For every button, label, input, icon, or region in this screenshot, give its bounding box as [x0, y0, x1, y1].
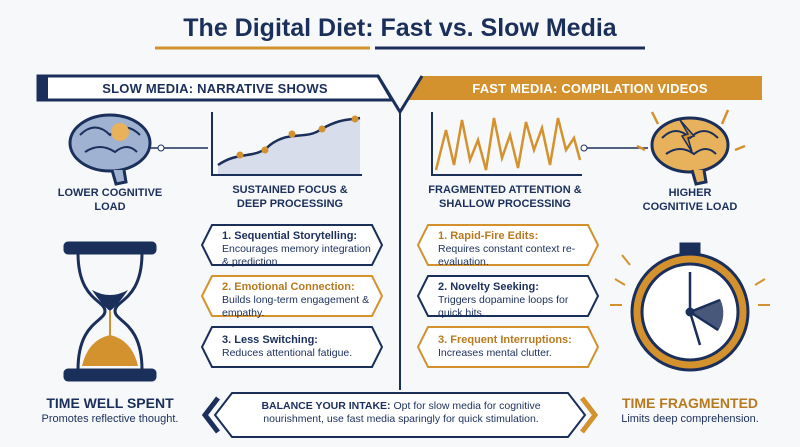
- item-title: 1. Rapid-Fire Edits:: [438, 230, 539, 242]
- brain-label: HIGHER COGNITIVE LOAD: [642, 187, 738, 213]
- time-title: TIME WELL SPENT: [46, 395, 174, 411]
- list-item: 3. Frequent Interruptions: Increases ment…: [438, 334, 588, 360]
- chart-label: FRAGMENTED ATTENTION & SHALLOW PROCESSIN…: [428, 184, 582, 210]
- item-title: 3. Less Switching:: [222, 334, 318, 346]
- item-boxes: [200, 224, 600, 368]
- chart-label: SUSTAINED FOCUS & DEEP PROCESSING: [232, 184, 348, 210]
- footer: BALANCE YOUR INTAKE: Opt for slow media …: [240, 400, 562, 426]
- slow-header: SLOW MEDIA: NARRATIVE SHOWS: [102, 81, 328, 96]
- time-text: Promotes reflective thought.: [41, 413, 179, 425]
- list-item: 2. Novelty Seeking: Triggers dopamine loo…: [438, 281, 588, 320]
- connector-dot: [580, 144, 588, 152]
- time-text: Limits deep comprehension.: [621, 413, 759, 425]
- item-text: Encourages memory integration & predicti…: [222, 243, 371, 268]
- list-item: 1. Rapid-Fire Edits: Requires constant co…: [438, 230, 588, 269]
- slow-header-accent: [38, 76, 48, 100]
- footer-title: BALANCE YOUR INTAKE:: [261, 400, 391, 412]
- item-text: Increases mental clutter.: [438, 347, 552, 359]
- title: The Digital Diet: Fast vs. Slow Media: [183, 14, 617, 42]
- item-text: Triggers dopamine loops for quick hits.: [438, 294, 569, 319]
- item-text: Builds long-term engagement & empathy.: [222, 294, 370, 319]
- smooth-line-chart: [211, 112, 362, 176]
- item-title: 2. Emotional Connection:: [222, 281, 355, 293]
- brain-icon-stressed: [636, 109, 746, 186]
- list-item: 1. Sequential Storytelling: Encourages me…: [222, 230, 372, 269]
- hourglass-icon: [63, 241, 157, 382]
- item-title: 2. Novelty Seeking:: [438, 281, 539, 293]
- item-title: 3. Frequent Interruptions:: [438, 334, 572, 346]
- footer-text: Opt for slow media for cognitive nourish…: [263, 400, 541, 425]
- jagged-line-chart: [431, 112, 582, 176]
- item-text: Requires constant context re-evaluation.: [438, 243, 576, 268]
- item-text: Reduces attentional fatigue.: [222, 347, 353, 359]
- list-item: 3. Less Switching: Reduces attentional fa…: [222, 334, 372, 360]
- footer-box: [201, 392, 599, 438]
- list-item: 2. Emotional Connection: Builds long-term…: [222, 281, 372, 320]
- connector-dot: [157, 144, 165, 152]
- brain-label: LOWER COGNITIVE LOAD: [57, 187, 163, 213]
- item-title: 1. Sequential Storytelling:: [222, 230, 358, 242]
- time-title: TIME FRAGMENTED: [621, 395, 759, 411]
- brain-icon-calm: [68, 113, 152, 186]
- fast-header-band: [408, 76, 762, 100]
- stopwatch-icon: [610, 242, 770, 372]
- fast-header: FAST MEDIA: COMPILATION VIDEOS: [472, 81, 708, 96]
